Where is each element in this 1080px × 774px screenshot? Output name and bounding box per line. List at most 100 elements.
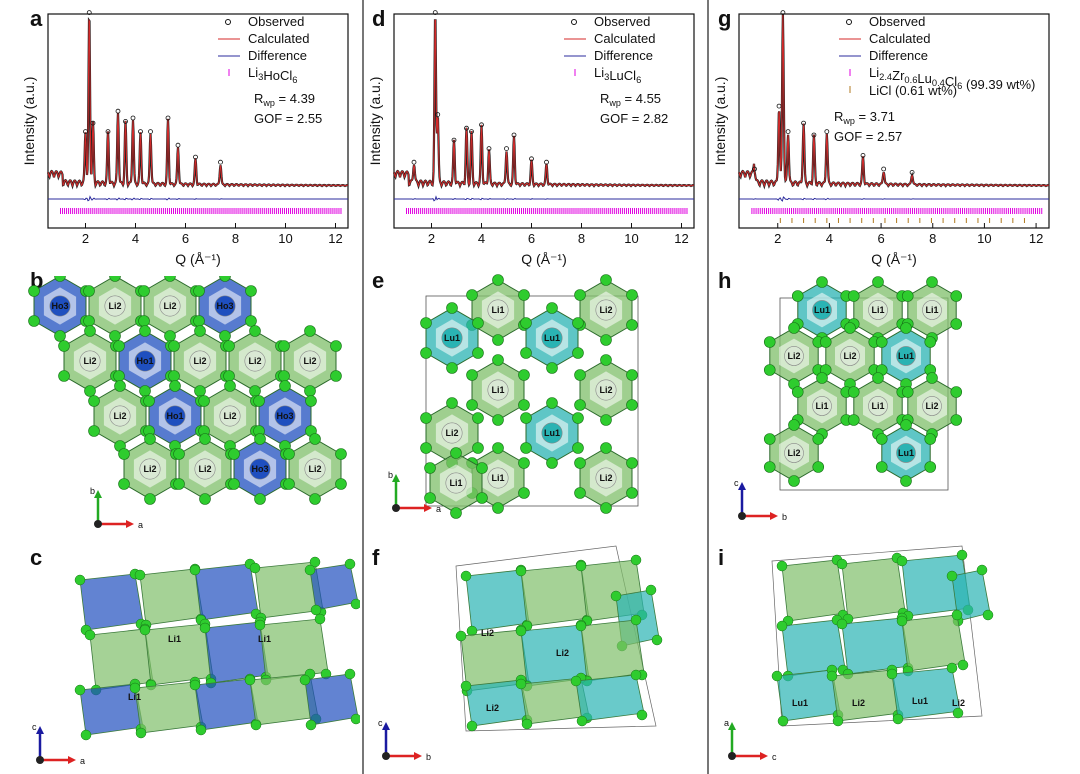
cl-atom [771,670,783,682]
polyhedron [575,674,645,722]
cl-atom [957,659,969,671]
cl-atom [520,442,532,454]
axis-origin [728,752,736,760]
cation-atom [868,396,888,416]
gof-value: GOF = 2.82 [600,111,668,126]
polyhedron [520,564,590,627]
site-label: Li2 [787,448,800,458]
cl-atom [788,322,800,334]
site-label: Li2 [198,464,211,474]
cl-atom [926,372,938,384]
site-label: Li2 [952,698,965,708]
cl-atom [788,475,800,487]
legend-observed-marker [225,19,231,25]
axis-label: b [782,512,787,522]
cl-atom [546,397,558,409]
cl-atom [224,380,236,392]
cl-atom [88,425,100,437]
cl-atom [630,554,642,566]
axis-label: b [388,470,393,480]
site-label: Li2 [852,698,865,708]
cl-atom [278,340,290,352]
cl-atom [420,412,432,424]
cl-atom [836,618,848,630]
axis-arrowhead [392,474,400,482]
cl-atom [350,713,360,725]
cl-atom [924,336,937,348]
polyhedron [309,563,359,611]
observed-point [218,159,223,165]
cl-atom [626,399,638,411]
site-label: Li2 [303,356,316,366]
legend-observed-marker [571,19,577,25]
polyhedron [194,563,259,621]
cl-atom [189,564,201,576]
cl-atom [951,609,963,621]
cl-atom [279,380,291,392]
cl-atom [58,370,70,382]
cl-atom [626,289,638,301]
plot-frame [738,13,1050,229]
cl-atom [763,433,776,445]
cl-atom [574,399,586,411]
cl-atom [446,302,458,314]
x-tick-label: 2 [774,231,781,246]
cl-atom [314,613,326,625]
cl-atom [472,412,484,424]
cl-atom [283,448,295,460]
cation-atom [896,443,916,463]
panel-letter-f: f [372,545,380,570]
unit-cell [425,295,639,507]
observed-point [479,122,484,128]
x-tick-label: 4 [132,231,139,246]
cation-atom [244,350,266,372]
cl-atom [515,625,527,637]
observed-point [130,115,136,121]
cation-atom [104,295,126,317]
observed-point [138,129,143,134]
legend-observed: Observed [594,14,650,29]
cation-atom [441,327,463,349]
cl-atom [901,386,914,398]
legend-difference: Difference [248,48,307,63]
legend-phase: Li3HoCl6 [248,65,297,85]
cl-atom [138,315,150,327]
axis-label: a [724,718,729,728]
polyhedron [139,568,204,626]
cl-atom [195,724,207,736]
difference-series [48,195,348,202]
cl-atom [788,419,800,431]
cl-atom [896,555,908,567]
cl-atom [926,276,938,288]
axis-origin [738,512,746,520]
difference-series [739,196,1049,202]
cation-atom [868,300,888,320]
cl-atom [168,340,180,352]
cation-atom [445,472,467,494]
site-label: Li2 [599,305,612,315]
cl-atom [950,290,963,302]
polyhedron [304,673,359,726]
cl-atom [144,493,156,505]
cl-atom [791,386,804,398]
cl-atom [244,674,256,686]
cation-atom [487,379,509,401]
cl-atom [58,340,70,352]
site-label: Li1 [925,305,938,315]
cl-atom [476,492,488,504]
cl-atom [118,448,130,460]
cl-atom [245,315,257,327]
cl-atom [600,274,612,286]
observed-point [105,129,111,134]
cl-atom [194,325,206,337]
cation-atom [784,346,804,366]
cation-atom [159,295,181,317]
column-divider-left [362,0,364,774]
axis-arrowhead [94,490,102,498]
cl-atom [309,433,321,445]
cl-atom [164,330,176,342]
observed-point [193,154,198,160]
panel-letter-c: c [30,545,43,570]
cl-atom [875,433,888,445]
y-axis-label: Intensity (a.u.) [21,77,37,166]
